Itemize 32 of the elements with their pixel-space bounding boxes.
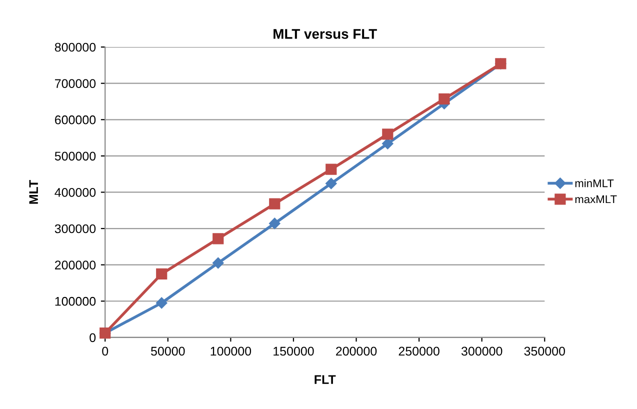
point (269, 218, 280, 230)
x-tick-label: 350000 (524, 346, 566, 356)
y-tick-label: 700000 (55, 79, 96, 88)
y-tick-label: 0 (90, 333, 96, 342)
x-tick-label: 300000 (461, 346, 502, 356)
x-tick-label: 200000 (336, 346, 377, 356)
legend-label: maxMLT (575, 195, 617, 204)
y-tick-label: 200000 (55, 260, 96, 270)
x-tick-label: 100000 (210, 346, 252, 356)
x-tick-label: 150000 (274, 346, 314, 356)
x-axis-title: FLT (314, 375, 336, 384)
x-tick-label: 250000 (398, 346, 440, 356)
legend-label: minMLT (575, 179, 614, 188)
chart-title: MLT versus FLT (274, 29, 377, 39)
point (269, 198, 280, 210)
point (156, 268, 168, 280)
point (156, 297, 168, 309)
point (212, 233, 224, 244)
y-tick-label: 100000 (55, 296, 96, 306)
y-tick-label: 500000 (54, 152, 96, 161)
y-tick-label: 800000 (54, 42, 96, 52)
x-tick-label: 50000 (151, 346, 185, 356)
point (326, 164, 337, 175)
point (438, 93, 450, 104)
y-tick-label: 400000 (54, 188, 96, 197)
y-tick-label: 300000 (54, 224, 96, 234)
x-tick-label: 0 (102, 346, 108, 356)
y-tick-label: 600000 (55, 115, 96, 124)
point (326, 178, 337, 190)
point (212, 257, 224, 269)
y-axis-title: MLT (29, 180, 38, 204)
point (382, 128, 394, 140)
